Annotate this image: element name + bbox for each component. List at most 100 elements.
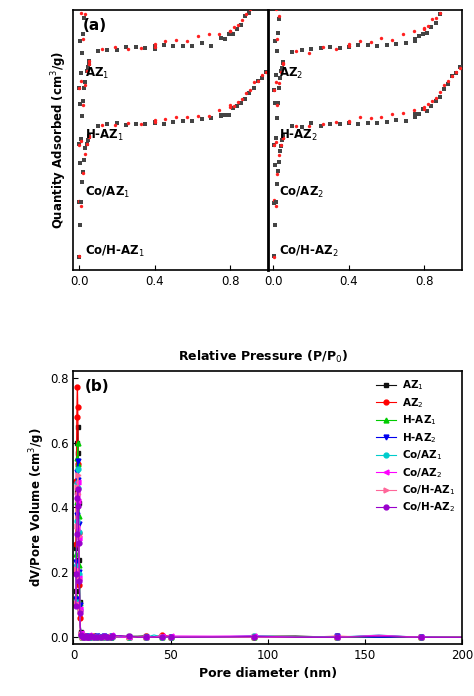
Point (420, 22, 428, 33)
Point (151, 114, 158, 125)
Point (270, 194, 277, 205)
AZ$_1$ (74, 461, 80, 469)
Point (230, 100, 238, 111)
Co/AZ$_1$ (74, 496, 80, 504)
Point (205, 111, 212, 122)
Point (424, 106, 431, 117)
Point (80, 28, 87, 39)
Point (79, 33, 87, 45)
Point (254, 0, 262, 5)
Point (85, 56, 92, 67)
Point (279, 132, 287, 143)
Point (226, 102, 234, 113)
AZ$_2$ (459, 633, 465, 642)
Point (141, 118, 149, 129)
Point (326, 119, 334, 130)
Co/H-AZ$_1$ (73, 599, 79, 608)
Point (162, 114, 169, 125)
H-AZ$_2$ (75, 457, 81, 465)
Point (179, 116, 187, 127)
Point (388, 35, 396, 46)
Point (242, 11, 249, 22)
Point (137, 118, 145, 129)
Text: (a): (a) (83, 18, 107, 33)
AZ$_2$ (74, 383, 80, 392)
AZ$_1$ (84, 633, 90, 641)
Point (383, 116, 391, 127)
Point (132, 41, 139, 52)
AZ$_1$ (80, 632, 86, 640)
Point (216, 105, 223, 116)
Point (444, 0, 452, 9)
Point (425, 99, 432, 110)
Co/H-AZ$_2$ (73, 601, 79, 610)
H-AZ$_2$ (77, 621, 83, 629)
Point (345, 41, 353, 52)
Point (104, 45, 111, 56)
Co/H-AZ$_2$ (135, 633, 140, 642)
Point (189, 116, 196, 127)
Point (355, 39, 362, 50)
Point (279, 58, 287, 69)
Line: Co/H-AZ$_1$: Co/H-AZ$_1$ (73, 473, 465, 640)
Point (151, 40, 158, 52)
Point (275, 78, 283, 89)
Point (332, 116, 339, 127)
Point (221, 33, 228, 45)
Point (246, 7, 253, 18)
Point (81, 8, 89, 19)
Point (345, 116, 353, 127)
Point (392, 114, 400, 125)
Point (270, 139, 277, 150)
Point (415, 109, 423, 120)
H-AZ$_1$ (77, 621, 83, 629)
Point (79, 168, 87, 179)
Point (226, 100, 234, 111)
Point (82, 1, 89, 13)
Point (78, 1, 85, 13)
Point (262, 67, 270, 78)
Point (292, 45, 300, 56)
Point (356, 111, 364, 122)
Point (279, 56, 287, 68)
Point (399, 28, 407, 39)
Co/AZ$_1$ (459, 633, 465, 642)
Co/H-AZ$_1$ (85, 633, 91, 642)
Point (151, 41, 158, 52)
Co/H-AZ$_2$ (84, 633, 90, 642)
Point (217, 111, 224, 122)
Point (246, 3, 254, 15)
Point (80, 166, 87, 177)
Point (336, 43, 343, 54)
Point (221, 110, 228, 121)
Point (277, 67, 285, 78)
Point (75, 251, 83, 262)
Point (448, 0, 456, 1)
Text: AZ$_1$: AZ$_1$ (85, 66, 109, 81)
Point (258, 72, 265, 84)
Point (345, 41, 353, 52)
Point (402, 38, 410, 49)
Point (254, 0, 262, 3)
H-AZ$_1$ (79, 633, 85, 642)
Point (271, 219, 279, 230)
Point (79, 100, 87, 111)
Co/AZ$_1$ (85, 633, 91, 641)
Point (94, 45, 102, 56)
H-AZ$_2$ (84, 633, 90, 642)
Point (279, 58, 287, 69)
Point (151, 118, 158, 129)
Point (82, 143, 89, 154)
AZ$_2$ (135, 633, 140, 641)
Point (419, 29, 427, 40)
Point (306, 47, 313, 58)
Point (75, 82, 83, 93)
Point (367, 36, 374, 47)
Co/H-AZ$_1$ (80, 633, 86, 642)
Point (367, 112, 374, 123)
Point (189, 40, 196, 51)
Point (262, 66, 270, 77)
H-AZ$_1$ (74, 472, 80, 480)
Point (336, 119, 343, 130)
Point (308, 43, 315, 54)
